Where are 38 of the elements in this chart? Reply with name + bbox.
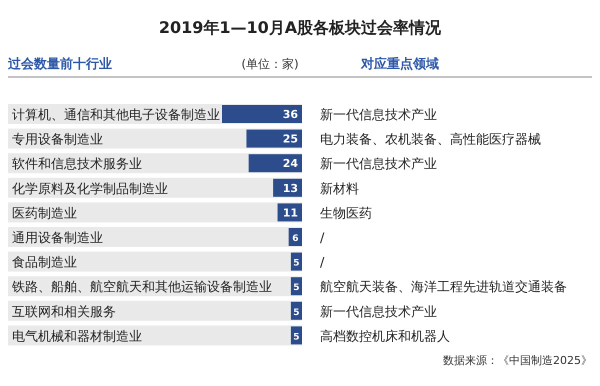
text: 航空航天装备、海洋工程先进轨道交通装备: [320, 279, 567, 296]
text: 对应重点领域: [360, 56, 439, 72]
bar: [246, 130, 302, 148]
text: /: [320, 256, 325, 271]
y-tick-label: 通用设备制造业: [12, 231, 103, 246]
y-tick-label: 化学原料及化学制品制造业: [12, 182, 168, 197]
data-label: 25: [282, 132, 298, 146]
bar: [248, 154, 302, 172]
text: /: [320, 231, 325, 246]
y-tick-label: 铁路、船舶、航空航天和其他运输设备制造业: [11, 280, 272, 296]
data-label: 13: [282, 182, 298, 195]
y-tick-label: 计算机、通信和其他电子设备制造业: [12, 108, 220, 123]
text: 新材料: [320, 182, 359, 197]
text: 高档数控机床和机器人: [320, 328, 450, 344]
y-tick-label: 医药制造业: [12, 206, 77, 222]
data-label: 6: [292, 234, 298, 244]
text: 电力装备、农机装备、高性能医疗器械: [320, 132, 541, 148]
y-tick-label: 电气机械和器材制造业: [12, 329, 142, 344]
source-note: 数据来源：《中国制造2025》: [443, 354, 592, 367]
data-label: 5: [293, 308, 300, 318]
bar: [222, 105, 302, 123]
y-tick-label: 食品制造业: [12, 256, 77, 271]
chart-title: 2019年1—10月A股各板块过会率情况: [158, 18, 442, 37]
data-label: 24: [282, 157, 298, 170]
data-label: 11: [282, 206, 298, 220]
y-tick-label: 软件和信息技术服务业: [12, 157, 142, 172]
text: (单位：家): [241, 57, 299, 71]
y-tick-label: 专用设备制造业: [12, 132, 103, 148]
text: 新一代信息技术产业: [320, 304, 437, 320]
text: 新一代信息技术产业: [320, 157, 437, 172]
text: 过会数量前十行业: [7, 57, 112, 72]
text: 新一代信息技术产业: [320, 108, 437, 123]
data-label: 5: [293, 332, 300, 342]
data-label: 36: [282, 108, 298, 121]
data-label: 5: [293, 258, 300, 269]
y-tick-label: 互联网和相关服务: [12, 304, 116, 320]
data-label: 5: [293, 283, 300, 294]
text: 生物医药: [320, 206, 372, 222]
